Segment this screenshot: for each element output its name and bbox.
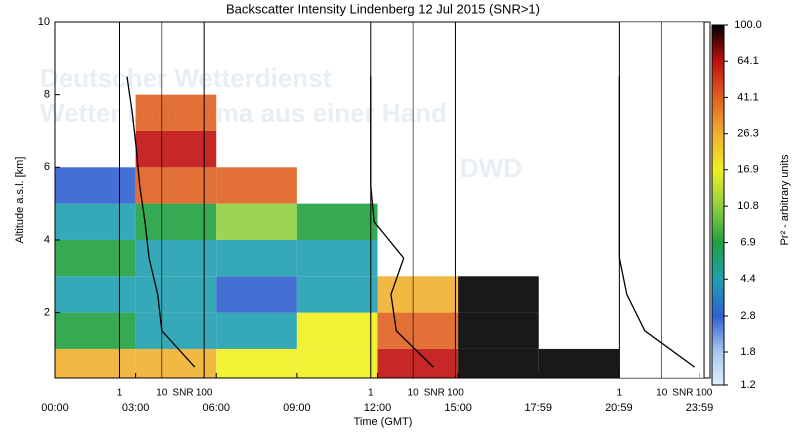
snr-profile bbox=[618, 76, 696, 368]
y-tick-label: 6 bbox=[44, 161, 50, 173]
snr-tick-label: 10 bbox=[156, 388, 168, 399]
chart-title: Backscatter Intensity Lindenberg 12 Jul … bbox=[226, 1, 540, 16]
colorbar-tick-label: 6.9 bbox=[740, 237, 755, 249]
x-tick-label: 09:00 bbox=[283, 402, 311, 414]
snr-tick-label: 100 bbox=[196, 388, 213, 399]
snr-tick-label: 10 bbox=[656, 388, 668, 399]
heatmap-cell bbox=[296, 203, 378, 240]
heatmap-cell bbox=[377, 312, 459, 349]
snr-tick-label: 10 bbox=[408, 388, 420, 399]
colorbar-tick-label: 4.4 bbox=[740, 273, 755, 285]
heatmap-cell bbox=[216, 167, 297, 204]
snr-profile bbox=[370, 76, 434, 368]
heatmap-cell bbox=[458, 276, 539, 313]
heatmap-cell bbox=[55, 348, 136, 378]
colorbar-tick-label: 26.3 bbox=[737, 128, 758, 140]
heatmap-cell bbox=[55, 203, 136, 240]
heatmap-cell bbox=[538, 348, 620, 378]
colorbar bbox=[711, 24, 725, 386]
x-tick-label: 15:00 bbox=[444, 402, 472, 414]
y-tick-label: 2 bbox=[44, 307, 50, 319]
watermark: Deutscher Wetterdienst bbox=[40, 63, 332, 93]
y-axis-label: Altitude a.s.l. [km] bbox=[14, 157, 26, 244]
heatmap-cell bbox=[377, 348, 459, 378]
snr-tick-label: 100 bbox=[696, 388, 713, 399]
heatmap-cell bbox=[55, 239, 136, 277]
heatmap-cell bbox=[377, 276, 459, 313]
x-tick-label: 17:59 bbox=[524, 402, 552, 414]
x-axis-label: Time (GMT) bbox=[354, 416, 413, 428]
colorbar-tick-label: 16.9 bbox=[737, 164, 758, 176]
heatmap-cell bbox=[135, 203, 217, 240]
heatmap-cell bbox=[296, 276, 378, 313]
colorbar-tick-label: 1.8 bbox=[740, 346, 755, 358]
heatmap-cell bbox=[458, 348, 539, 378]
watermark: Wetter und Klima aus einer Hand bbox=[40, 98, 447, 128]
heatmap-cell bbox=[216, 239, 297, 277]
heatmap-cell bbox=[216, 276, 297, 313]
x-tick-label: 23:59 bbox=[686, 402, 714, 414]
heatmap-cell bbox=[135, 348, 217, 378]
colorbar-tick-label: 100.0 bbox=[734, 19, 762, 31]
snr-tick-label: 100 bbox=[447, 388, 464, 399]
heatmap-cell bbox=[216, 203, 297, 240]
colorbar-tick-label: 41.1 bbox=[737, 91, 758, 103]
heatmap-cell bbox=[135, 94, 217, 131]
heatmap-cell bbox=[296, 348, 378, 378]
heatmap-cell bbox=[55, 167, 136, 204]
snr-profile bbox=[126, 76, 196, 368]
heatmap-cell bbox=[135, 167, 217, 204]
heatmap-cell bbox=[135, 276, 217, 313]
heatmap-cell bbox=[216, 348, 297, 378]
snr-tick-label: 1 bbox=[117, 388, 123, 399]
heatmap-cell bbox=[458, 312, 539, 349]
colorbar-tick-label: 64.1 bbox=[737, 55, 758, 67]
y-tick-label: 10 bbox=[38, 16, 50, 28]
heatmap-cell bbox=[296, 312, 378, 349]
x-tick-label: 00:00 bbox=[41, 402, 69, 414]
heatmap-cell bbox=[135, 130, 217, 168]
snr-label: SNR bbox=[424, 388, 445, 399]
heatmap-cell bbox=[55, 312, 136, 349]
snr-tick-label: 1 bbox=[617, 388, 623, 399]
plot-frame bbox=[54, 21, 711, 379]
x-tick-label: 06:00 bbox=[202, 402, 230, 414]
watermark: DWD bbox=[460, 153, 522, 183]
x-tick-label: 20:59 bbox=[605, 402, 633, 414]
y-tick-label: 8 bbox=[44, 89, 50, 101]
x-tick-label: 12:00 bbox=[364, 402, 392, 414]
colorbar-tick-label: 10.8 bbox=[737, 200, 758, 212]
colorbar-tick-label: 1.2 bbox=[740, 379, 755, 391]
snr-tick-label: 1 bbox=[368, 388, 374, 399]
heatmap-cell bbox=[296, 239, 378, 277]
heatmap-cell bbox=[216, 312, 297, 349]
snr-label: SNR bbox=[672, 388, 693, 399]
heatmap-cell bbox=[55, 276, 136, 313]
x-tick-label: 03:00 bbox=[122, 402, 150, 414]
y-tick-label: 4 bbox=[44, 234, 50, 246]
colorbar-label: Pr² - arbitrary units bbox=[779, 154, 791, 246]
snr-label: SNR bbox=[172, 388, 193, 399]
colorbar-tick-label: 2.8 bbox=[740, 310, 755, 322]
heatmap-cell bbox=[135, 312, 217, 349]
